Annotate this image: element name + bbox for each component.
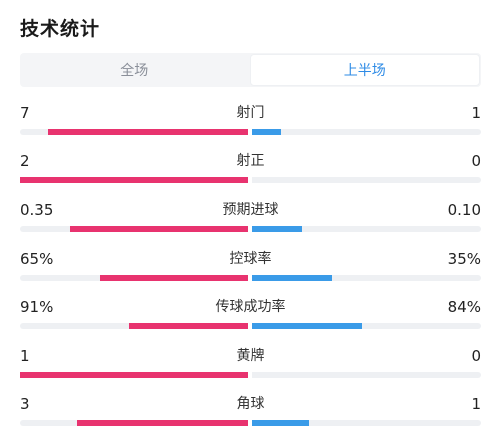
- stat-row: 65% 控球率 35%: [20, 250, 481, 290]
- page-title: 技术统计: [20, 18, 101, 40]
- stat-row: 0.35 预期进球 0.10: [20, 201, 481, 241]
- home-value: 7: [20, 104, 30, 122]
- period-tabs: 全场 上半场: [20, 53, 481, 87]
- stat-name: 控球率: [229, 251, 272, 267]
- stat-row: 7 射门 1: [20, 104, 481, 144]
- tab-first-half[interactable]: 上半场: [249, 54, 480, 86]
- away-bar: [252, 226, 302, 232]
- away-value: 1: [471, 104, 481, 122]
- tab-full-match[interactable]: 全场: [120, 63, 149, 79]
- home-bar-track: [20, 372, 248, 378]
- away-bar: [252, 323, 362, 329]
- stat-name: 射正: [236, 153, 265, 169]
- away-bar: [252, 275, 332, 281]
- home-bar: [100, 275, 248, 281]
- away-value: 0: [471, 347, 481, 365]
- home-bar: [48, 129, 248, 135]
- away-value: 84%: [447, 298, 481, 316]
- stat-name: 角球: [236, 396, 265, 412]
- home-value: 65%: [20, 250, 54, 268]
- away-bar-track: [252, 226, 481, 232]
- away-bar: [252, 129, 281, 135]
- home-bar-track: [20, 275, 248, 281]
- away-bar: [252, 420, 309, 426]
- home-bar-track: [20, 226, 248, 232]
- home-bar: [77, 420, 248, 426]
- stat-row: 3 角球 1: [20, 395, 481, 435]
- away-value: 35%: [447, 250, 481, 268]
- home-value: 0.35: [20, 201, 54, 219]
- away-bar-track: [252, 275, 481, 281]
- away-bar-track: [252, 420, 481, 426]
- home-value: 91%: [20, 298, 54, 316]
- away-bar-track: [252, 372, 481, 378]
- home-value: 3: [20, 395, 30, 413]
- stat-row: 2 射正 0: [20, 152, 481, 192]
- away-value: 0.10: [447, 201, 481, 219]
- home-bar-track: [20, 177, 248, 183]
- home-bar-track: [20, 129, 248, 135]
- home-bar: [20, 177, 248, 183]
- home-bar: [70, 226, 248, 232]
- home-bar: [129, 323, 248, 329]
- stat-name: 传球成功率: [215, 299, 286, 315]
- home-bar: [20, 372, 248, 378]
- home-bar-track: [20, 420, 248, 426]
- stat-name: 射门: [236, 105, 265, 121]
- away-value: 0: [471, 152, 481, 170]
- stat-row: 1 黄牌 0: [20, 347, 481, 387]
- away-value: 1: [471, 395, 481, 413]
- home-value: 2: [20, 152, 30, 170]
- away-bar-track: [252, 323, 481, 329]
- home-bar-track: [20, 323, 248, 329]
- away-bar-track: [252, 129, 481, 135]
- stat-name: 预期进球: [222, 202, 279, 218]
- stat-row: 91% 传球成功率 84%: [20, 298, 481, 338]
- stat-name: 黄牌: [236, 348, 265, 364]
- home-value: 1: [20, 347, 30, 365]
- away-bar-track: [252, 177, 481, 183]
